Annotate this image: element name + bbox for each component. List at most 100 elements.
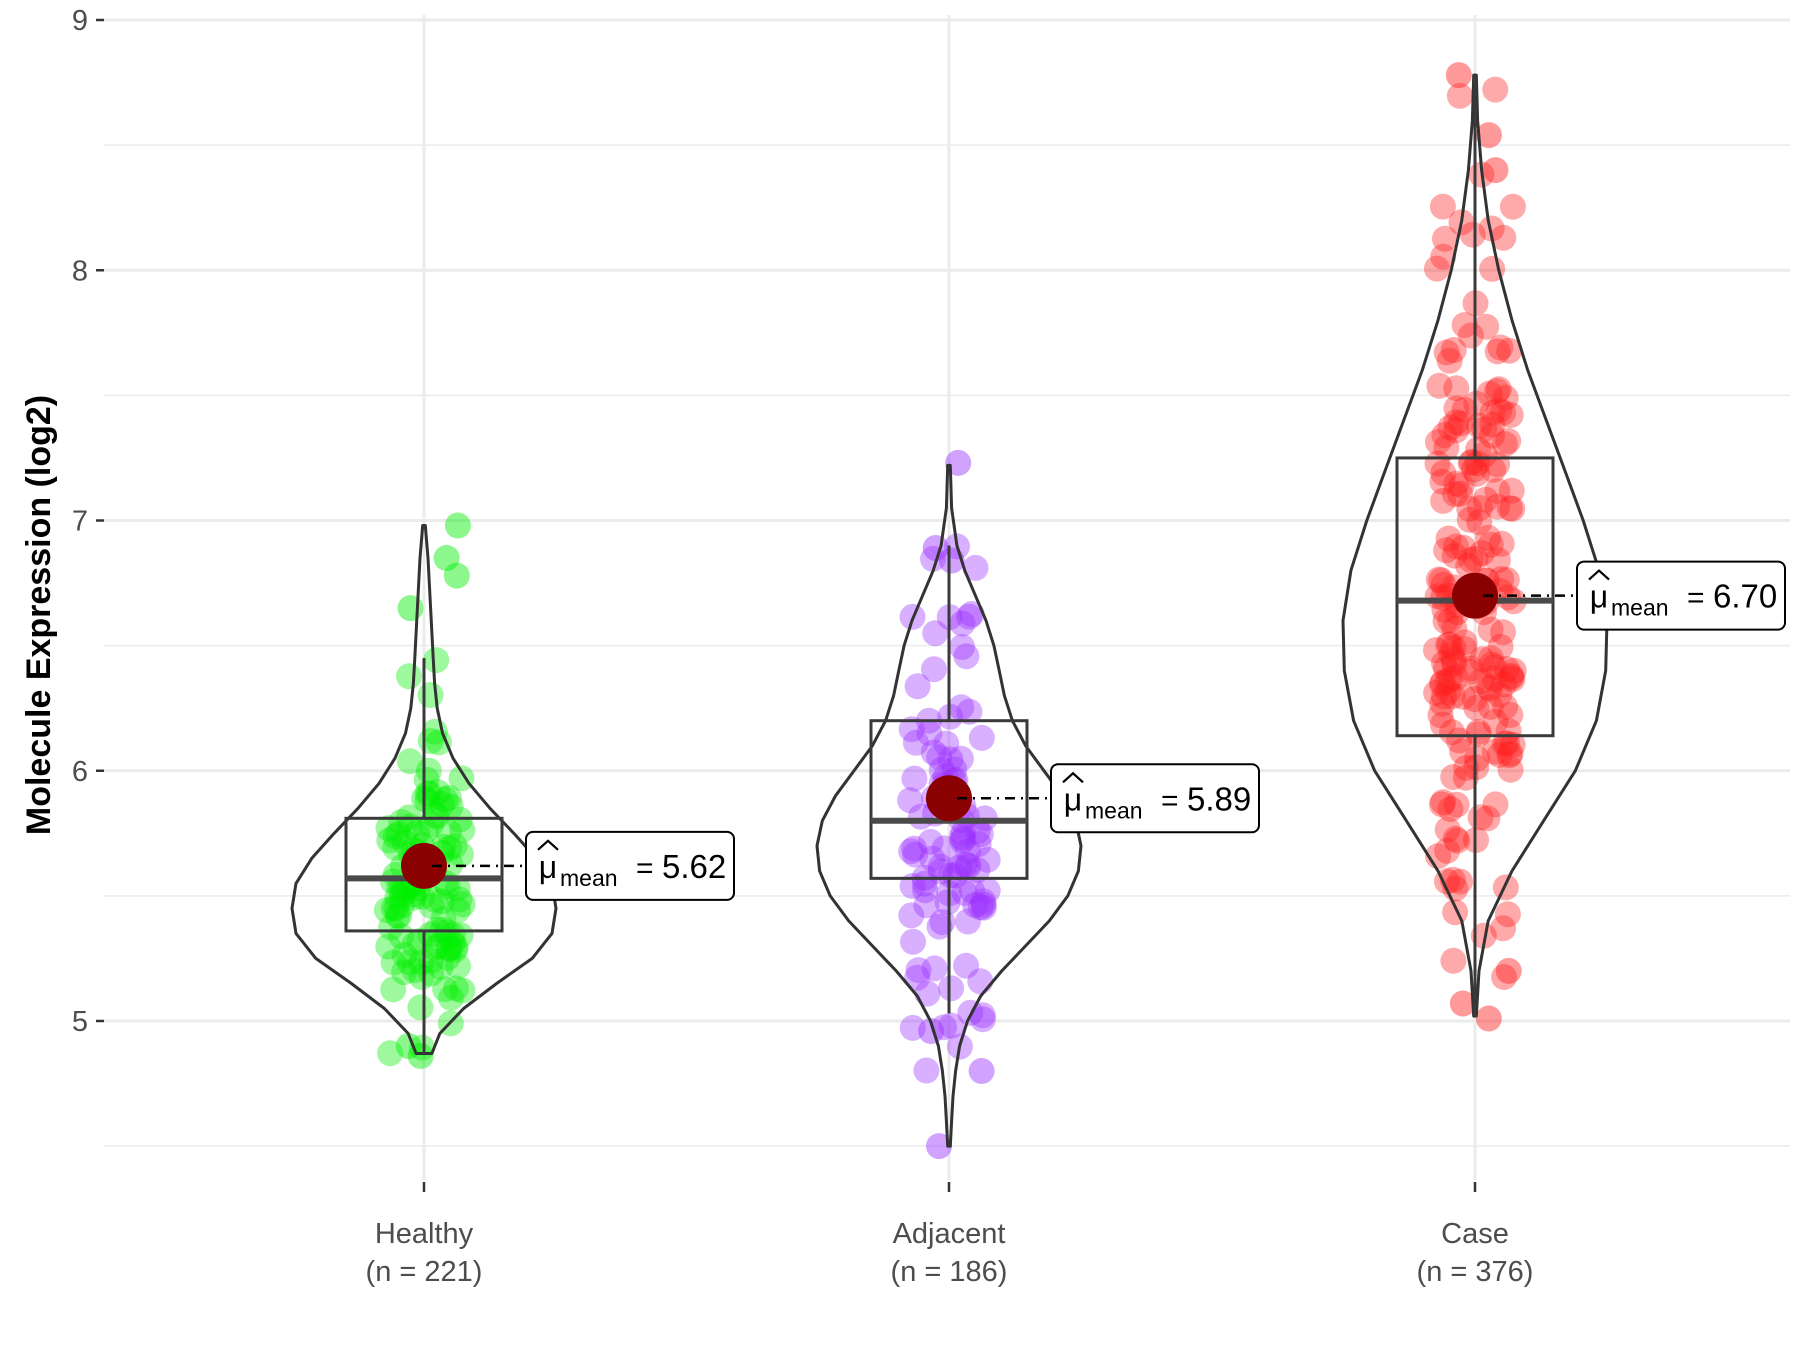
data-point — [400, 884, 427, 911]
data-point — [1449, 738, 1476, 765]
data-point — [1496, 337, 1523, 364]
data-point — [1495, 584, 1522, 611]
data-point — [1491, 730, 1518, 757]
data-point — [441, 832, 468, 859]
data-point — [1461, 456, 1488, 483]
data-point — [391, 941, 418, 968]
data-point — [1431, 683, 1457, 710]
data-point — [423, 647, 450, 674]
data-point — [937, 746, 964, 773]
data-point — [948, 694, 975, 721]
data-point — [388, 809, 415, 835]
data-point — [1445, 62, 1472, 89]
mean-label-box — [1050, 763, 1260, 834]
data-point — [938, 1012, 965, 1039]
data-point — [937, 862, 964, 889]
data-point — [1450, 534, 1477, 561]
data-point — [1441, 542, 1468, 569]
data-point — [373, 897, 400, 923]
data-point — [1451, 396, 1478, 423]
x-tick-label: Adjacent — [893, 1218, 1006, 1250]
data-point — [1493, 566, 1520, 593]
data-point — [967, 821, 994, 848]
data-point — [375, 933, 402, 960]
data-point — [1481, 738, 1508, 765]
data-point — [904, 964, 931, 991]
data-point — [1437, 414, 1464, 441]
data-point — [1475, 122, 1502, 149]
data-point — [1498, 477, 1525, 504]
data-point — [449, 977, 476, 1004]
data-point — [449, 817, 476, 844]
data-point — [962, 554, 989, 581]
data-point — [384, 884, 411, 911]
data-point — [969, 1006, 996, 1033]
data-point — [916, 720, 943, 747]
data-point — [432, 976, 459, 1003]
data-point — [1442, 825, 1469, 852]
data-point — [409, 883, 435, 910]
data-point — [440, 930, 466, 957]
data-point — [1456, 495, 1483, 522]
data-point — [1479, 422, 1505, 449]
data-point — [949, 634, 976, 660]
data-point — [1482, 791, 1509, 818]
data-point — [951, 851, 978, 878]
data-point — [385, 821, 412, 848]
data-point — [1443, 395, 1470, 422]
data-point — [1488, 530, 1515, 557]
data-point — [429, 791, 455, 817]
data-point — [955, 853, 982, 880]
mean-value-label: 5.62 — [662, 848, 726, 885]
data-point — [951, 879, 978, 906]
jitter-points-layer — [373, 62, 1527, 1160]
data-point — [1462, 545, 1489, 572]
data-point — [964, 857, 991, 883]
data-point — [926, 744, 953, 771]
hat-icon — [1062, 771, 1084, 784]
data-point — [412, 817, 439, 844]
x-tick-label: Healthy — [375, 1218, 474, 1250]
data-point — [1429, 711, 1456, 738]
y-tick-label: 9 — [72, 5, 88, 37]
data-point — [440, 921, 467, 948]
data-point — [901, 765, 928, 792]
data-point — [950, 819, 977, 846]
data-point — [970, 891, 997, 918]
data-point — [1490, 399, 1516, 426]
data-point — [1457, 658, 1483, 685]
data-point — [905, 957, 932, 984]
data-point — [386, 875, 413, 902]
data-point — [445, 897, 471, 924]
data-point — [947, 745, 974, 772]
mean-subscript: mean — [560, 865, 618, 891]
y-tick-label: 8 — [72, 255, 88, 287]
data-point — [1463, 694, 1490, 721]
data-point — [1477, 645, 1504, 672]
data-point — [974, 846, 1001, 873]
mean-layer: μ mean = 5.62μ mean = 5.89μ mean = 6.70 — [401, 560, 1786, 901]
data-point — [1478, 215, 1505, 242]
data-point — [970, 888, 997, 915]
data-point — [1466, 509, 1493, 536]
data-point — [1432, 225, 1458, 252]
data-point — [1447, 410, 1474, 437]
data-point — [434, 944, 461, 971]
data-point — [1439, 719, 1466, 746]
data-point — [1440, 337, 1467, 363]
data-point — [921, 656, 947, 683]
boxplot-layer — [344, 75, 1555, 1054]
data-point — [1430, 571, 1457, 598]
data-point — [1474, 805, 1501, 832]
data-point — [921, 955, 948, 982]
data-point — [1481, 654, 1508, 680]
data-point — [949, 827, 976, 854]
data-point — [1496, 495, 1523, 522]
data-point — [425, 729, 452, 756]
data-point — [1461, 686, 1488, 713]
data-point — [1440, 634, 1467, 661]
data-point — [433, 545, 460, 571]
data-point — [391, 959, 418, 986]
data-point — [1477, 531, 1504, 558]
